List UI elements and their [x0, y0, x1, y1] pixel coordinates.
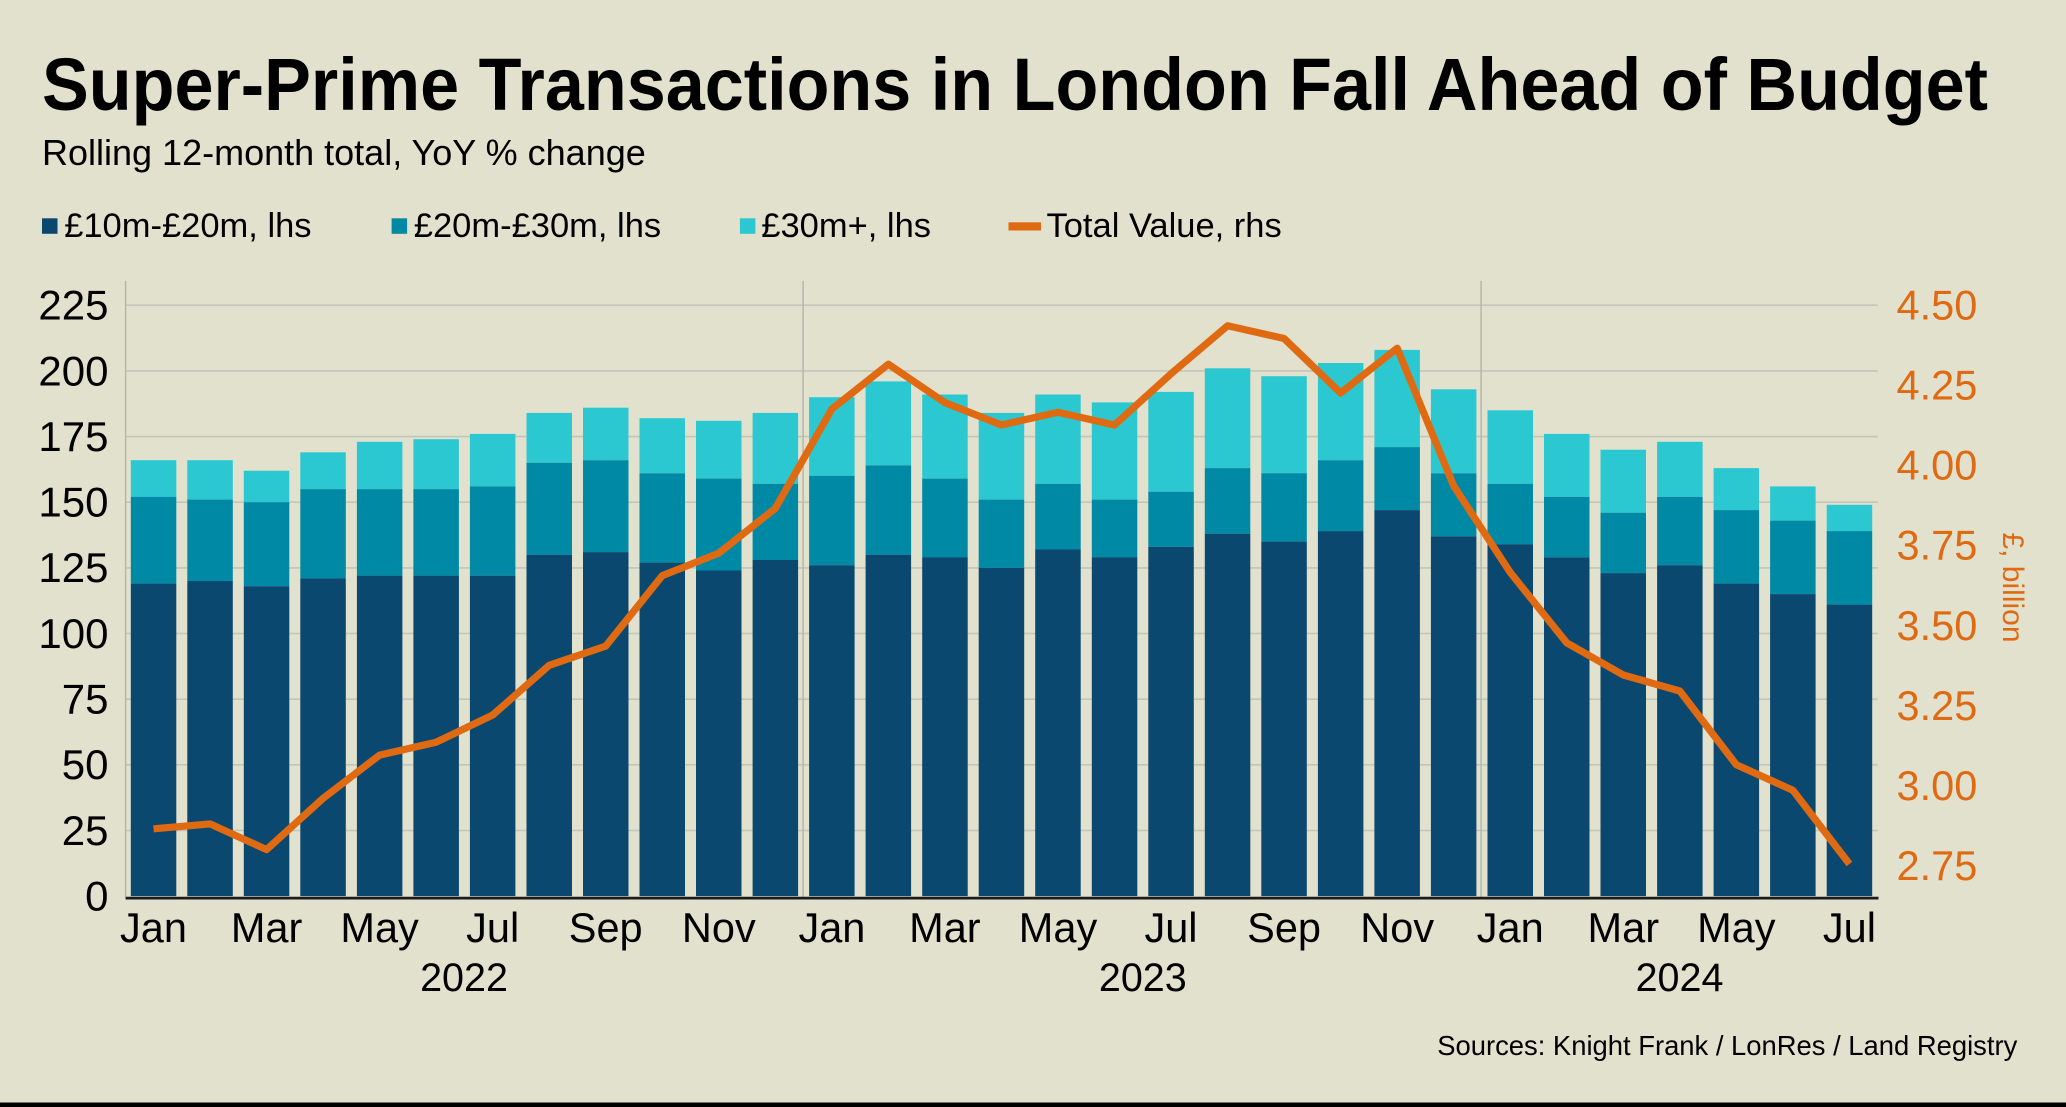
svg-text:Jul: Jul — [466, 904, 519, 951]
svg-text:Sep: Sep — [569, 904, 643, 951]
svg-text:150: 150 — [38, 479, 108, 526]
svg-text:£30m+, lhs: £30m+, lhs — [761, 207, 931, 245]
svg-text:75: 75 — [62, 676, 109, 723]
svg-text:200: 200 — [38, 347, 108, 394]
svg-text:£20m-£30m, lhs: £20m-£30m, lhs — [414, 207, 661, 245]
svg-text:Total Value, rhs: Total Value, rhs — [1047, 207, 1282, 245]
svg-text:2023: 2023 — [1099, 956, 1187, 1000]
svg-text:May: May — [340, 904, 419, 951]
svg-text:100: 100 — [38, 610, 108, 657]
svg-text:4.00: 4.00 — [1897, 442, 1978, 489]
svg-text:Jul: Jul — [1823, 904, 1876, 951]
svg-text:Super-Prime Transactions in Lo: Super-Prime Transactions in London Fall … — [42, 43, 1988, 126]
svg-text:Mar: Mar — [909, 904, 981, 951]
svg-text:Mar: Mar — [231, 904, 303, 951]
svg-text:Mar: Mar — [1588, 904, 1660, 951]
svg-text:Rolling 12-month total, YoY %: Rolling 12-month total, YoY % change — [42, 132, 646, 173]
svg-text:Jan: Jan — [1477, 904, 1544, 951]
svg-text:4.50: 4.50 — [1897, 281, 1978, 328]
svg-text:3.25: 3.25 — [1897, 682, 1978, 729]
svg-text:2022: 2022 — [420, 956, 508, 1000]
svg-text:Jan: Jan — [120, 904, 187, 951]
svg-text:3.75: 3.75 — [1897, 522, 1978, 569]
svg-text:£10m-£20m, lhs: £10m-£20m, lhs — [64, 207, 311, 245]
svg-text:25: 25 — [62, 807, 109, 854]
svg-text:4.25: 4.25 — [1897, 362, 1978, 409]
svg-text:0: 0 — [85, 873, 108, 920]
svg-text:125: 125 — [38, 544, 108, 591]
svg-text:3.00: 3.00 — [1897, 762, 1978, 809]
svg-text:Sources: Knight Frank / LonRes: Sources: Knight Frank / LonRes / Land Re… — [1437, 1030, 2017, 1061]
svg-text:2024: 2024 — [1636, 956, 1724, 1000]
svg-text:225: 225 — [38, 282, 108, 329]
svg-text:Nov: Nov — [1360, 904, 1434, 951]
svg-text:3.50: 3.50 — [1897, 602, 1978, 649]
svg-text:May: May — [1697, 904, 1776, 951]
svg-text:2.75: 2.75 — [1897, 842, 1978, 889]
svg-text:£, billion: £, billion — [1996, 532, 2029, 642]
svg-text:50: 50 — [62, 741, 109, 788]
svg-text:Sep: Sep — [1247, 904, 1321, 951]
svg-text:175: 175 — [38, 413, 108, 460]
svg-text:Jan: Jan — [798, 904, 865, 951]
svg-text:May: May — [1019, 904, 1098, 951]
svg-text:Jul: Jul — [1144, 904, 1197, 951]
svg-text:Nov: Nov — [682, 904, 756, 951]
